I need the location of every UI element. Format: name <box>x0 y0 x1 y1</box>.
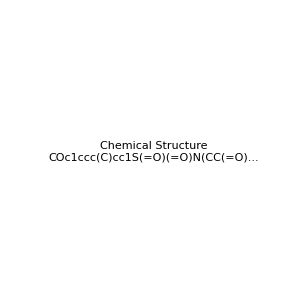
Text: Chemical Structure
COc1ccc(C)cc1S(=O)(=O)N(CC(=O)...: Chemical Structure COc1ccc(C)cc1S(=O)(=O… <box>48 141 259 162</box>
